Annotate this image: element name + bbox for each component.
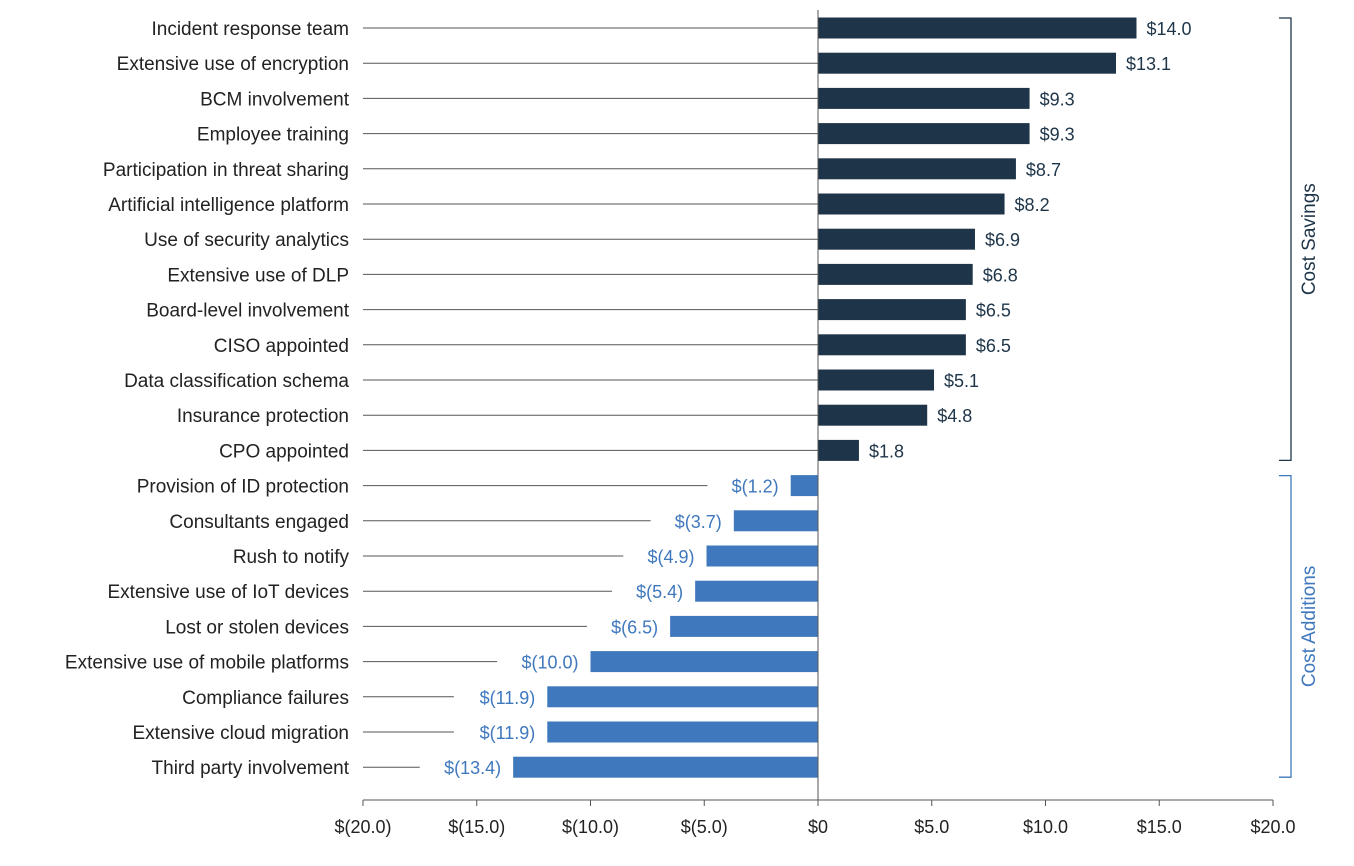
bar	[818, 228, 975, 250]
bar	[706, 545, 818, 567]
x-tick-label: $(5.0)	[681, 817, 728, 837]
category-label: Extensive use of DLP	[167, 265, 349, 286]
bar	[818, 17, 1137, 39]
category-label: Provision of ID protection	[137, 477, 349, 498]
value-label: $4.8	[937, 406, 972, 426]
category-label: Insurance protection	[177, 406, 349, 427]
value-label: $(4.9)	[647, 547, 694, 567]
category-label: Participation in threat sharing	[103, 160, 349, 181]
category-label: Extensive use of mobile platforms	[65, 653, 349, 674]
axes	[362, 10, 1274, 806]
bar	[818, 193, 1005, 215]
x-tick-label: $0	[808, 817, 828, 837]
value-label: $8.7	[1026, 160, 1061, 180]
category-label: Consultants engaged	[169, 512, 349, 533]
value-label: $(5.4)	[636, 582, 683, 602]
bar	[818, 369, 935, 391]
bar	[818, 299, 966, 321]
value-label: $6.5	[976, 301, 1011, 321]
x-tick-label: $(20.0)	[334, 817, 391, 837]
category-label: Data classification schema	[124, 371, 349, 392]
group-label: Cost Savings	[1299, 183, 1320, 295]
category-labels: Incident response team Extensive use of e…	[65, 19, 350, 779]
value-label: $14.0	[1147, 19, 1192, 39]
category-label: Lost or stolen devices	[165, 617, 349, 638]
category-label: Extensive use of IoT devices	[108, 582, 350, 603]
group-brackets: Cost Savings Cost Additions	[1279, 17, 1320, 778]
category-label: Employee training	[197, 125, 349, 146]
value-label: $(3.7)	[675, 512, 722, 532]
value-label: $(13.4)	[444, 758, 501, 778]
x-tick-label: $10.0	[1023, 817, 1068, 837]
x-tick-label: $(15.0)	[448, 817, 505, 837]
x-tick-labels: $(20.0) $(15.0) $(10.0) $(5.0) $0 $5.0 $10.0 $1…	[334, 817, 1295, 837]
value-label: $6.8	[983, 265, 1018, 285]
bar	[590, 651, 818, 673]
bar	[818, 123, 1030, 145]
value-label: $6.5	[976, 336, 1011, 356]
value-label: $(11.9)	[480, 723, 536, 743]
x-tick-label: $(10.0)	[562, 817, 619, 837]
bar	[547, 686, 818, 708]
bar	[513, 756, 818, 778]
category-label: CPO appointed	[219, 441, 349, 462]
value-label: $(10.0)	[521, 653, 578, 673]
category-label: Incident response team	[151, 19, 349, 40]
bars	[513, 17, 1137, 778]
bar	[818, 52, 1117, 74]
category-label: Use of security analytics	[144, 230, 349, 251]
category-label: Extensive use of encryption	[117, 54, 349, 75]
bar	[547, 721, 818, 743]
category-label: Artificial intelligence platform	[108, 195, 349, 216]
group-bracket	[1279, 17, 1292, 462]
value-label: $(1.2)	[732, 477, 779, 497]
bar	[818, 87, 1030, 109]
bar	[695, 580, 818, 602]
bar	[818, 404, 928, 426]
category-label: Board-level involvement	[146, 301, 349, 322]
bar	[818, 263, 973, 285]
bar	[818, 158, 1016, 180]
bar	[818, 334, 966, 356]
x-tick-label: $5.0	[914, 817, 949, 837]
category-label: Compliance failures	[182, 688, 349, 709]
value-label: $(11.9)	[480, 688, 536, 708]
value-label: $6.9	[985, 230, 1020, 250]
group-bracket	[1279, 474, 1292, 778]
category-label: CISO appointed	[214, 336, 349, 357]
x-tick-label: $20.0	[1250, 817, 1295, 837]
value-label: $9.3	[1040, 89, 1075, 109]
bar	[818, 439, 859, 461]
category-label: BCM involvement	[200, 89, 350, 110]
bar	[790, 475, 818, 497]
bar	[670, 615, 818, 637]
value-label: $9.3	[1040, 125, 1075, 145]
value-label: $8.2	[1015, 195, 1050, 215]
value-label: $(6.5)	[611, 617, 658, 637]
value-label: $5.1	[944, 371, 979, 391]
value-label: $13.1	[1126, 54, 1171, 74]
x-tick-label: $15.0	[1137, 817, 1182, 837]
category-label: Extensive cloud migration	[133, 723, 350, 744]
category-label: Rush to notify	[233, 547, 350, 568]
group-label: Cost Additions	[1299, 566, 1320, 687]
leader-lines	[363, 27, 818, 768]
value-label: $1.8	[869, 441, 904, 461]
category-label: Third party involvement	[152, 758, 350, 779]
bar	[733, 510, 818, 532]
value-labels: $14.0 $13.1 $9.3 $9.3 $8.7 $8.2 $6.9 $6.8 $6.5 $6…	[444, 19, 1191, 778]
